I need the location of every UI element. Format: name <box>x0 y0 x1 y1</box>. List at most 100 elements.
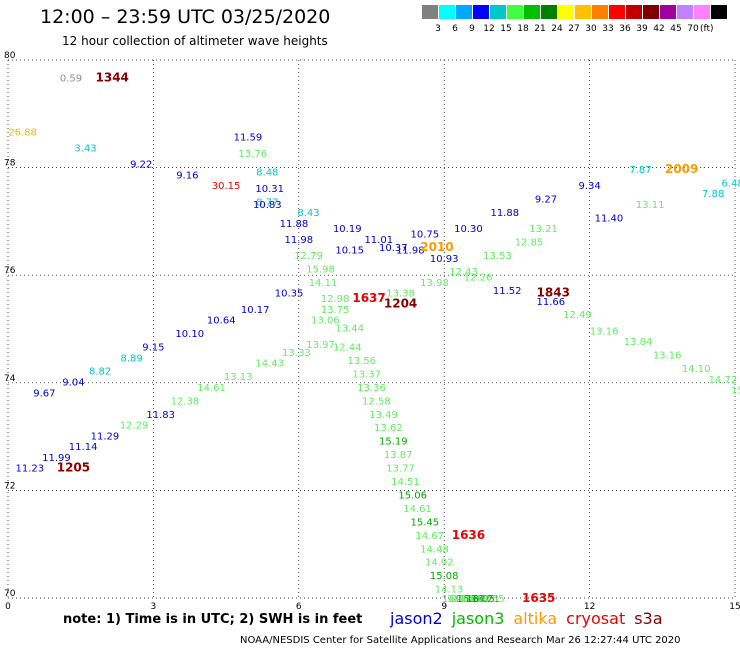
wave-height-value: 8.48 <box>256 168 278 179</box>
cycle-label: 1843 <box>537 286 570 300</box>
scale-swatch <box>609 5 625 19</box>
wave-height-value: 8.43 <box>297 208 319 219</box>
scale-swatch <box>660 5 676 19</box>
wave-height-value: 11.23 <box>15 464 44 475</box>
scale-swatch <box>643 5 659 19</box>
wave-height-value: 13.38 <box>386 289 415 300</box>
wave-height-value: 13.16 <box>653 351 682 362</box>
wave-height-value: 10.31 <box>255 184 284 195</box>
x-tick-label: 0 <box>5 602 11 612</box>
y-tick-label: 72 <box>4 481 15 491</box>
wave-height-value: 14.55 <box>476 594 505 605</box>
cycle-label: 2009 <box>665 162 698 176</box>
wave-height-value: 14.62 <box>461 594 490 605</box>
wave-height-value: 16.05 <box>466 594 495 605</box>
scale-swatch <box>626 5 642 19</box>
y-tick-label: 78 <box>4 159 16 169</box>
scale-swatch <box>592 5 608 19</box>
scale-label: 21 <box>534 24 546 34</box>
scale-label: 30 <box>585 24 597 34</box>
cycle-label: 2010 <box>420 240 453 254</box>
wave-height-value: 14.72 <box>709 375 738 386</box>
wave-height-value: 13.97 <box>306 340 335 351</box>
scale-label: 36 <box>619 24 631 34</box>
scale-swatch <box>677 5 693 19</box>
wave-height-value: 30.15 <box>212 181 241 192</box>
chart-subtitle: 12 hour collection of altimeter wave hei… <box>62 34 328 48</box>
wave-height-value: 13.16 <box>590 326 619 337</box>
wave-height-value: 13.44 <box>335 324 364 335</box>
x-tick-label: 12 <box>584 602 595 612</box>
wave-height-value: 11.98 <box>396 246 425 257</box>
wave-height-value: 13.21 <box>529 224 558 235</box>
wave-height-value: 14.67 <box>415 531 444 542</box>
wave-height-value: 12.79 <box>294 251 323 262</box>
x-tick-label: 6 <box>296 602 302 612</box>
wave-height-value: 15.98 <box>306 265 335 276</box>
scale-label: 42 <box>653 24 665 34</box>
wave-height-value: 12.29 <box>120 421 149 432</box>
wave-height-value: 12.98 <box>321 294 350 305</box>
wave-height-value: 14.35 <box>442 594 471 605</box>
wave-height-value: 7.87 <box>629 165 651 176</box>
wave-height-value: 10.35 <box>275 289 304 300</box>
scale-label: 24 <box>551 24 563 34</box>
wave-height-value: 12.44 <box>333 343 362 354</box>
wave-height-value: 15.34 <box>457 594 486 605</box>
wave-height-value: 13.75 <box>321 305 350 316</box>
wave-height-value: 9.22 <box>130 160 152 171</box>
wave-height-value: 10.75 <box>410 230 439 241</box>
scale-swatch <box>422 5 438 19</box>
observations: 0.59 26.88 3.43 9.22 9.16 30.15 11.59 13.76 8.48… <box>8 71 740 605</box>
scale-label: 12 <box>483 24 495 34</box>
wave-height-value: 13.62 <box>374 423 403 434</box>
wave-height-value: 13.56 <box>347 356 376 367</box>
wave-height-value: 12.26 <box>464 273 493 284</box>
scale-swatch <box>473 5 489 19</box>
wave-height-value: 9.67 <box>33 388 55 399</box>
wave-height-value: 10.37 <box>379 243 408 254</box>
wave-height-value: 6.48 <box>721 178 740 189</box>
wave-height-value: 15.08 <box>430 571 459 582</box>
wave-height-value: 3.43 <box>74 143 96 154</box>
wave-height-value: 11.88 <box>490 208 519 219</box>
wave-height-value: 11.01 <box>364 235 393 246</box>
y-tick-label: 74 <box>4 374 16 384</box>
wave-height-value: 14.10 <box>682 364 711 375</box>
wave-height-value: 8.89 <box>120 353 142 364</box>
wave-height-value: 10.64 <box>207 316 236 327</box>
credit-footer: NOAA/NESDIS Center for Satellite Applica… <box>240 635 681 646</box>
wave-height-value: 11.88 <box>280 219 309 230</box>
wave-height-value: 9.16 <box>176 170 198 181</box>
wave-height-value: 13.13 <box>224 372 253 383</box>
y-tick-label: 70 <box>4 589 16 599</box>
wave-height-value: 11.99 <box>42 453 71 464</box>
wave-height-value: 14.48 <box>420 544 449 555</box>
wave-height-value: 13.87 <box>384 450 413 461</box>
wave-height-value: 13.36 <box>357 383 386 394</box>
wave-height-value: 14.00 <box>452 594 481 605</box>
scale-label: 33 <box>602 24 614 34</box>
scale-swatch <box>439 5 455 19</box>
legend-item: s3a <box>634 609 663 628</box>
wave-height-value: 12.43 <box>449 267 478 278</box>
wave-height-value: 14.51 <box>391 477 420 488</box>
legend-item: jason3 <box>451 609 505 628</box>
wave-height-value: 10.30 <box>454 224 483 235</box>
wave-height-value: 15.21 <box>471 594 500 605</box>
wave-height-value: 10.19 <box>333 224 362 235</box>
scale-swatch <box>541 5 557 19</box>
wave-height-value: 14.61 <box>403 504 432 515</box>
wave-height-value: 13.77 <box>386 464 415 475</box>
footnote: note: 1) Time is in UTC; 2) SWH is in fe… <box>63 612 363 627</box>
wave-height-value: 13.37 <box>352 369 381 380</box>
wave-height-value: 13.76 <box>238 149 267 160</box>
cycle-label: 1635 <box>522 591 555 605</box>
wave-height-value: 9.15 <box>142 343 164 354</box>
scale-label: 6 <box>452 24 458 34</box>
x-tick-label: 3 <box>151 602 157 612</box>
legend-item: altika <box>513 609 558 628</box>
wave-height-value: 11.14 <box>69 442 98 453</box>
wave-height-value: 15.19 <box>379 437 408 448</box>
wave-height-value: 9.27 <box>535 195 557 206</box>
